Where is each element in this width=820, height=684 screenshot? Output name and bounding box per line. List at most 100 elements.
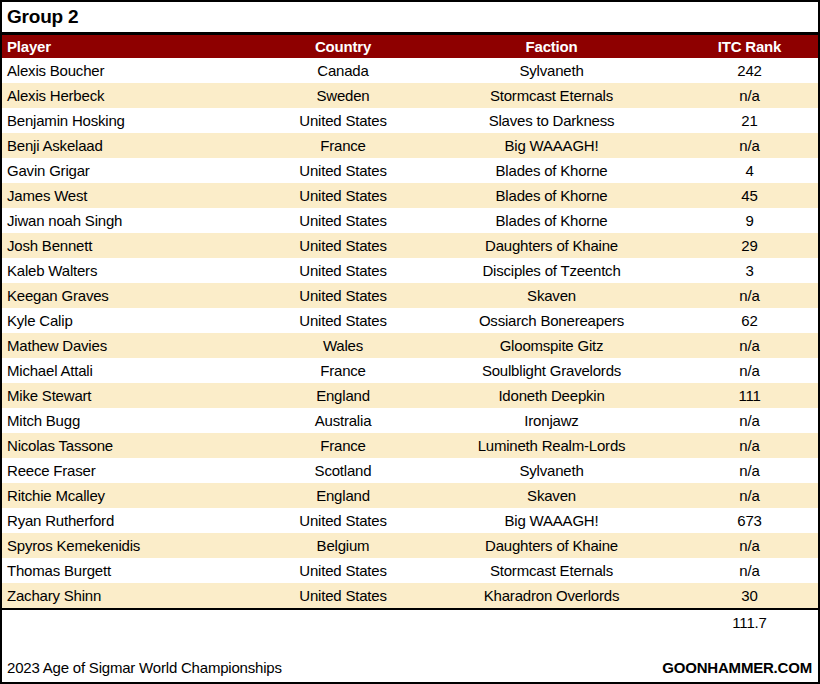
table-row: Alexis HerbeckSwedenStormcast Eternalsn/… <box>2 83 818 108</box>
cell-country: United States <box>264 108 422 133</box>
cell-country: England <box>264 383 422 408</box>
table-row: James WestUnited StatesBlades of Khorne4… <box>2 183 818 208</box>
cell-faction: Daughters of Khaine <box>422 233 681 258</box>
cell-country: Australia <box>264 408 422 433</box>
cell-player: Alexis Boucher <box>2 58 264 83</box>
cell-country: Sweden <box>264 83 422 108</box>
cell-player: Alexis Herbeck <box>2 83 264 108</box>
cell-country: France <box>264 433 422 458</box>
cell-faction: Disciples of Tzeentch <box>422 258 681 283</box>
table-row: Mitch BuggAustraliaIronjawzn/a <box>2 408 818 433</box>
table-row: Mathew DaviesWalesGloomspite Gitzn/a <box>2 333 818 358</box>
cell-faction: Gloomspite Gitz <box>422 333 681 358</box>
table-row: Ryan RutherfordUnited StatesBig WAAAGH!6… <box>2 508 818 533</box>
table-row: Kyle CalipUnited StatesOssiarch Bonereap… <box>2 308 818 333</box>
cell-country: United States <box>264 183 422 208</box>
cell-faction: Blades of Khorne <box>422 158 681 183</box>
cell-country: United States <box>264 558 422 583</box>
cell-country: United States <box>264 308 422 333</box>
cell-country: United States <box>264 283 422 308</box>
cell-player: Gavin Grigar <box>2 158 264 183</box>
cell-itc-rank: 3 <box>681 258 818 283</box>
cell-player: Benjamin Hosking <box>2 108 264 133</box>
cell-player: Mitch Bugg <box>2 408 264 433</box>
cell-itc-rank: n/a <box>681 483 818 508</box>
table-row: Alexis BoucherCanadaSylvaneth242 <box>2 58 818 83</box>
cell-player: Jiwan noah Singh <box>2 208 264 233</box>
table-header: Player Country Faction ITC Rank <box>2 35 818 58</box>
cell-player: Michael Attali <box>2 358 264 383</box>
cell-player: Mike Stewart <box>2 383 264 408</box>
cell-itc-rank: n/a <box>681 458 818 483</box>
cell-itc-rank: 30 <box>681 583 818 609</box>
column-header-itc-rank: ITC Rank <box>681 35 818 58</box>
cell-itc-rank: n/a <box>681 333 818 358</box>
cell-player: Keegan Graves <box>2 283 264 308</box>
cell-player: Zachary Shinn <box>2 583 264 609</box>
goonhammer-brand: GOONHAMMER.COM <box>662 659 812 676</box>
cell-faction: Stormcast Eternals <box>422 83 681 108</box>
table-row: Zachary ShinnUnited StatesKharadron Over… <box>2 583 818 609</box>
cell-player: Ryan Rutherford <box>2 508 264 533</box>
group-title: Group 2 <box>2 2 818 35</box>
cell-faction: Slaves to Darkness <box>422 108 681 133</box>
cell-player: Kyle Calip <box>2 308 264 333</box>
cell-faction: Blades of Khorne <box>422 208 681 233</box>
cell-faction: Idoneth Deepkin <box>422 383 681 408</box>
cell-faction: Daughters of Khaine <box>422 533 681 558</box>
cell-country: France <box>264 133 422 158</box>
cell-faction: Ossiarch Bonereapers <box>422 308 681 333</box>
cell-country: United States <box>264 258 422 283</box>
cell-player: Spyros Kemekenidis <box>2 533 264 558</box>
column-header-country: Country <box>264 35 422 58</box>
cell-player: Kaleb Walters <box>2 258 264 283</box>
cell-country: Canada <box>264 58 422 83</box>
cell-itc-rank: 4 <box>681 158 818 183</box>
summary-row: 111.7 <box>2 610 818 635</box>
cell-player: Ritchie Mcalley <box>2 483 264 508</box>
cell-itc-rank: n/a <box>681 133 818 158</box>
table-row: Michael AttaliFranceSoulblight Gravelord… <box>2 358 818 383</box>
cell-country: United States <box>264 583 422 609</box>
column-header-player: Player <box>2 35 264 58</box>
cell-player: Reece Fraser <box>2 458 264 483</box>
table-row: Spyros KemekenidisBelgiumDaughters of Kh… <box>2 533 818 558</box>
table-row: Josh BennettUnited StatesDaughters of Kh… <box>2 233 818 258</box>
cell-player: Mathew Davies <box>2 333 264 358</box>
cell-itc-rank: 62 <box>681 308 818 333</box>
cell-itc-rank: 9 <box>681 208 818 233</box>
cell-itc-rank: 29 <box>681 233 818 258</box>
cell-itc-rank: n/a <box>681 83 818 108</box>
cell-country: Scotland <box>264 458 422 483</box>
table-row: Gavin GrigarUnited StatesBlades of Khorn… <box>2 158 818 183</box>
table-row: Reece FraserScotlandSylvanethn/a <box>2 458 818 483</box>
cell-itc-rank: n/a <box>681 408 818 433</box>
table-row: Keegan GravesUnited StatesSkavenn/a <box>2 283 818 308</box>
cell-itc-rank: n/a <box>681 533 818 558</box>
cell-faction: Ironjawz <box>422 408 681 433</box>
cell-faction: Big WAAAGH! <box>422 133 681 158</box>
table-row: Jiwan noah SinghUnited StatesBlades of K… <box>2 208 818 233</box>
cell-itc-rank: n/a <box>681 433 818 458</box>
cell-player: Nicolas Tassone <box>2 433 264 458</box>
table-row: Thomas BurgettUnited StatesStormcast Ete… <box>2 558 818 583</box>
cell-country: United States <box>264 233 422 258</box>
table-body: Alexis BoucherCanadaSylvaneth242Alexis H… <box>2 58 818 609</box>
cell-player: Josh Bennett <box>2 233 264 258</box>
table-row: Nicolas TassoneFranceLumineth Realm-Lord… <box>2 433 818 458</box>
cell-faction: Big WAAAGH! <box>422 508 681 533</box>
table-row: Kaleb WaltersUnited StatesDisciples of T… <box>2 258 818 283</box>
cell-faction: Skaven <box>422 483 681 508</box>
table-row: Benjamin HoskingUnited StatesSlaves to D… <box>2 108 818 133</box>
cell-itc-rank: n/a <box>681 283 818 308</box>
cell-faction: Sylvaneth <box>422 458 681 483</box>
table-row: Mike StewartEnglandIdoneth Deepkin111 <box>2 383 818 408</box>
cell-country: Belgium <box>264 533 422 558</box>
cell-itc-rank: 111 <box>681 383 818 408</box>
footer: 2023 Age of Sigmar World Championships G… <box>2 635 818 682</box>
cell-faction: Lumineth Realm-Lords <box>422 433 681 458</box>
event-name-label: 2023 Age of Sigmar World Championships <box>7 659 282 676</box>
cell-faction: Sylvaneth <box>422 58 681 83</box>
cell-country: France <box>264 358 422 383</box>
cell-country: Wales <box>264 333 422 358</box>
